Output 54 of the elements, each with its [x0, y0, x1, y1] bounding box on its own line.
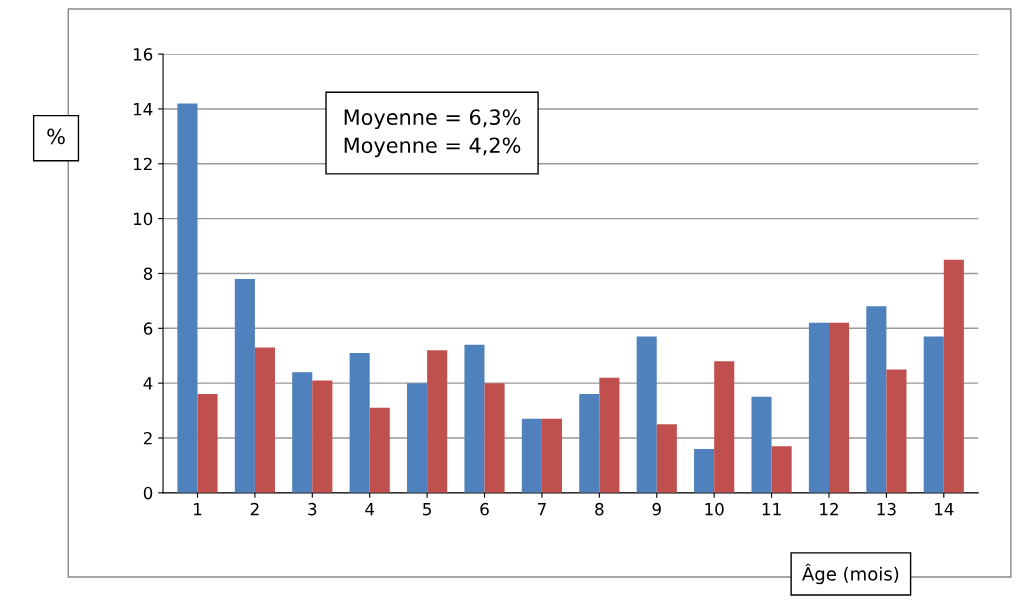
- y-tick-label: 2: [143, 431, 152, 445]
- x-tick-label: 10: [705, 502, 724, 516]
- y-tick-label: 8: [143, 267, 153, 281]
- bar: [427, 350, 448, 493]
- bar: [312, 380, 333, 493]
- x-tick-label: 7: [538, 503, 546, 516]
- x-tick-label: 5: [423, 503, 431, 516]
- bar: [292, 372, 313, 493]
- bar: [349, 352, 370, 493]
- y-tick-label: 12: [133, 157, 152, 171]
- y-tick-label: 6: [143, 322, 153, 335]
- x-tick-label: 9: [652, 502, 661, 516]
- bar: [923, 336, 944, 493]
- bar: [197, 394, 218, 493]
- bar: [828, 322, 850, 493]
- bar: [808, 322, 829, 493]
- bar: [656, 424, 677, 493]
- bar: [636, 336, 657, 493]
- bar: [599, 377, 620, 493]
- x-tick-label: 3: [308, 502, 317, 516]
- bar: [484, 383, 505, 493]
- bar: [694, 448, 715, 493]
- x-tick-label: 1: [194, 503, 202, 516]
- x-tick-label: 2: [250, 502, 259, 516]
- x-tick-label: 14: [935, 503, 954, 516]
- x-tick-label: 8: [595, 502, 604, 516]
- y-axis-title: %: [47, 128, 65, 145]
- y-tick-label: 0: [143, 486, 153, 500]
- bar: [464, 344, 485, 493]
- bar: [541, 418, 563, 493]
- bar: [751, 396, 772, 493]
- bar: [369, 407, 390, 493]
- bar: [866, 306, 887, 493]
- y-tick-label: 14: [133, 103, 153, 116]
- x-axis-title: Âge (mois): [802, 563, 899, 585]
- bar: [579, 394, 600, 493]
- y-tick-label: 4: [143, 377, 153, 390]
- bar: [177, 103, 198, 493]
- x-tick-label: 11: [762, 503, 781, 516]
- bar: [886, 369, 907, 493]
- bar: [407, 383, 428, 493]
- x-tick-label: 6: [480, 502, 489, 516]
- bar: [254, 347, 275, 493]
- annotation: Moyenne = 6,3% Moyenne = 4,2%: [344, 109, 521, 158]
- bar: [234, 278, 255, 493]
- bar: [943, 259, 964, 493]
- bar: [771, 446, 792, 493]
- x-tick-label: 4: [365, 503, 375, 516]
- x-tick-label: 12: [820, 502, 838, 516]
- y-tick-label: 10: [133, 212, 153, 226]
- y-tick-label: 16: [133, 48, 153, 61]
- x-tick-label: 13: [877, 502, 896, 516]
- bar: [521, 418, 542, 493]
- bar: [714, 361, 735, 493]
